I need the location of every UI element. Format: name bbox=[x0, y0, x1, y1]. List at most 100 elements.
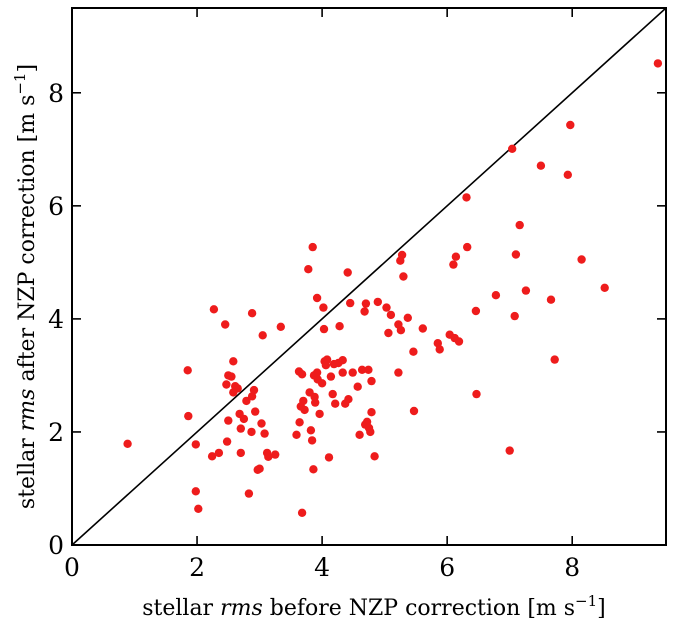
data-point-82 bbox=[357, 365, 367, 374]
data-point-41 bbox=[295, 418, 304, 427]
data-point-76 bbox=[343, 268, 352, 277]
data-point-118 bbox=[491, 291, 501, 300]
data-point-117 bbox=[472, 389, 481, 399]
data-point-72 bbox=[335, 322, 344, 331]
data-point-21 bbox=[236, 424, 245, 433]
y-tick-label-0: 0 bbox=[48, 531, 64, 560]
y-axis-label: stellar rms after NZP correction [m s−1] bbox=[11, 64, 40, 509]
data-point-18 bbox=[233, 384, 242, 393]
data-point-1 bbox=[183, 366, 192, 375]
data-point-105 bbox=[409, 406, 419, 416]
data-point-33 bbox=[258, 331, 267, 340]
data-point-91 bbox=[367, 376, 376, 386]
data-point-89 bbox=[366, 427, 375, 437]
x-tick-label-2: 2 bbox=[189, 553, 205, 582]
data-point-70 bbox=[331, 399, 340, 408]
data-point-78 bbox=[346, 298, 355, 308]
data-point-114 bbox=[462, 193, 471, 202]
data-point-113 bbox=[454, 337, 464, 346]
data-point-115 bbox=[463, 242, 472, 252]
data-point-110 bbox=[449, 260, 458, 269]
data-point-96 bbox=[386, 310, 396, 320]
data-point-43 bbox=[297, 370, 307, 379]
data-point-104 bbox=[409, 347, 418, 356]
data-point-127 bbox=[550, 355, 559, 364]
data-point-83 bbox=[360, 307, 369, 316]
data-point-129 bbox=[566, 120, 575, 130]
axis-ticks: 0 2 4 6 8 0 2 4 6 8 bbox=[48, 8, 666, 582]
data-point-94 bbox=[382, 303, 391, 312]
data-points bbox=[123, 59, 663, 517]
data-point-108 bbox=[435, 345, 444, 354]
data-point-67 bbox=[326, 372, 336, 381]
data-point-95 bbox=[384, 328, 393, 338]
x-tick-label-6: 6 bbox=[439, 553, 455, 582]
data-point-130 bbox=[577, 255, 586, 264]
data-point-44 bbox=[297, 508, 307, 517]
data-point-90 bbox=[367, 408, 376, 417]
x-axis-label: stellar rms before NZP correction [m s−1… bbox=[142, 592, 606, 621]
data-point-32 bbox=[257, 419, 266, 428]
data-point-14 bbox=[227, 372, 236, 381]
y-tick-label-8: 8 bbox=[48, 79, 64, 108]
data-point-79 bbox=[348, 368, 357, 377]
x-tick-label-4: 4 bbox=[314, 553, 330, 582]
data-point-4 bbox=[191, 487, 200, 496]
data-point-36 bbox=[264, 452, 273, 461]
y-tick-label-2: 2 bbox=[48, 418, 64, 447]
data-point-106 bbox=[418, 324, 427, 333]
data-point-92 bbox=[370, 452, 379, 461]
data-point-66 bbox=[324, 453, 334, 462]
data-point-15 bbox=[229, 357, 238, 366]
data-point-124 bbox=[521, 286, 531, 295]
data-point-98 bbox=[394, 368, 403, 377]
plot-frame bbox=[71, 7, 667, 546]
data-point-20 bbox=[236, 448, 245, 458]
data-point-3 bbox=[191, 440, 200, 449]
data-point-65 bbox=[322, 355, 332, 364]
x-tick-label-8: 8 bbox=[564, 553, 580, 582]
x-tick-label-0: 0 bbox=[64, 553, 80, 582]
data-point-23 bbox=[242, 396, 251, 406]
data-point-49 bbox=[306, 426, 316, 435]
data-point-123 bbox=[515, 220, 524, 230]
data-point-27 bbox=[247, 309, 257, 318]
data-point-77 bbox=[344, 395, 353, 404]
data-point-131 bbox=[600, 283, 609, 292]
data-point-132 bbox=[653, 59, 663, 68]
data-point-2 bbox=[184, 411, 193, 421]
data-point-121 bbox=[510, 311, 519, 321]
data-point-119 bbox=[505, 446, 514, 455]
data-point-126 bbox=[546, 295, 556, 304]
data-point-13 bbox=[224, 416, 233, 425]
plot-area bbox=[71, 7, 667, 546]
data-point-47 bbox=[304, 265, 313, 274]
data-point-31 bbox=[255, 464, 264, 473]
data-point-28 bbox=[249, 385, 259, 395]
data-point-37 bbox=[271, 450, 280, 459]
data-point-85 bbox=[361, 299, 371, 308]
data-point-10 bbox=[222, 380, 231, 389]
data-point-55 bbox=[311, 398, 320, 407]
data-point-50 bbox=[307, 436, 317, 445]
data-point-45 bbox=[299, 396, 308, 406]
data-point-102 bbox=[399, 272, 408, 281]
data-point-52 bbox=[309, 465, 318, 474]
data-point-81 bbox=[355, 430, 364, 439]
data-point-120 bbox=[508, 144, 517, 153]
data-point-112 bbox=[451, 252, 461, 261]
data-point-87 bbox=[364, 365, 373, 374]
data-point-100 bbox=[396, 326, 406, 335]
data-point-25 bbox=[247, 427, 256, 437]
data-point-80 bbox=[353, 382, 362, 391]
y-tick-label-4: 4 bbox=[48, 305, 64, 334]
data-point-8 bbox=[214, 448, 224, 458]
data-point-6 bbox=[209, 305, 219, 314]
data-point-56 bbox=[312, 368, 322, 377]
reference-line-y-equals-x bbox=[71, 7, 667, 546]
data-point-116 bbox=[471, 306, 481, 316]
data-point-12 bbox=[222, 437, 232, 446]
data-point-68 bbox=[328, 389, 337, 399]
data-point-51 bbox=[308, 242, 317, 252]
